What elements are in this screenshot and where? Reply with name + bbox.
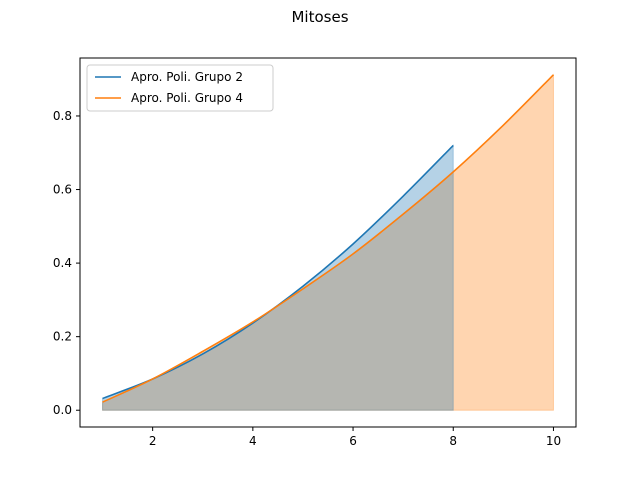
x-tick-label: 4	[249, 434, 257, 448]
y-tick-label: 0.2	[53, 330, 72, 344]
series-line-1	[102, 74, 555, 403]
plot-frame	[79, 57, 577, 428]
legend: Apro. Poli. Grupo 2 Apro. Poli. Grupo 4	[86, 64, 274, 112]
chart-title: Mitoses	[291, 8, 348, 26]
y-tick-label: 0.6	[53, 183, 72, 197]
y-axis: 0.0 0.2 0.4 0.6 0.8	[53, 109, 80, 417]
x-axis: 2 4 6 8 10	[149, 427, 561, 448]
x-tick-label: 2	[149, 434, 157, 448]
y-tick-label: 0.4	[53, 256, 72, 270]
legend-entry-0: Apro. Poli. Grupo 2	[131, 70, 243, 84]
legend-box	[86, 64, 274, 112]
x-tick-label: 6	[349, 434, 357, 448]
y-tick-label: 0.8	[53, 109, 72, 123]
x-tick-label: 8	[449, 434, 457, 448]
y-tick-label: 0.0	[53, 403, 72, 417]
x-tick-label: 10	[546, 434, 561, 448]
series-lines	[102, 74, 555, 403]
legend-entry-1: Apro. Poli. Grupo 4	[131, 91, 243, 105]
